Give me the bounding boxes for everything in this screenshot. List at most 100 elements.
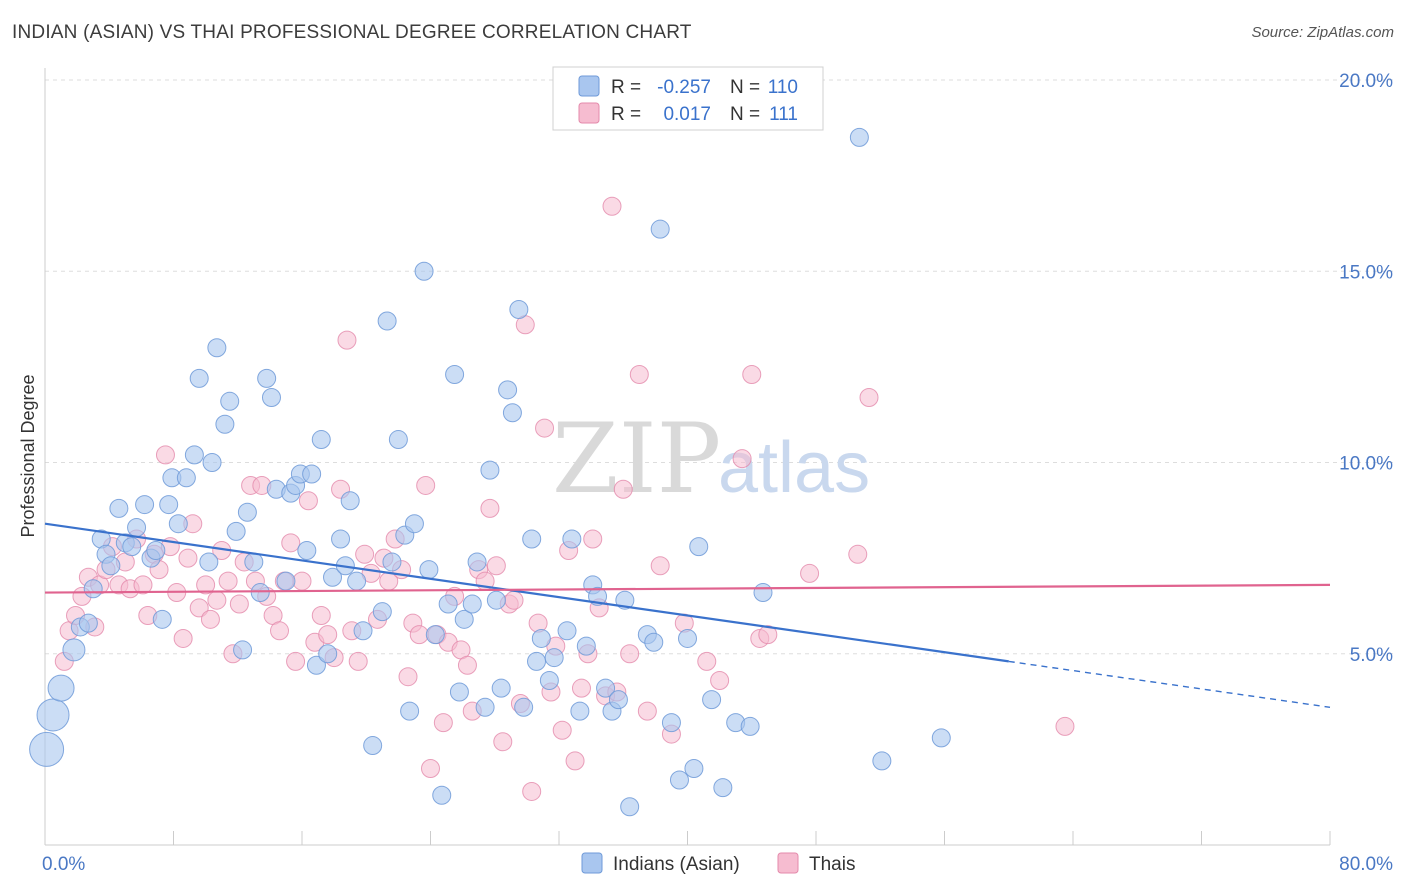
indians-point bbox=[414, 261, 434, 281]
indians-point bbox=[689, 537, 709, 557]
indians-point bbox=[462, 594, 482, 614]
thais-point bbox=[486, 556, 506, 576]
thais-point bbox=[583, 529, 603, 549]
thais-trend-line bbox=[44, 583, 1331, 594]
thais-point bbox=[173, 628, 193, 648]
indians-point bbox=[753, 583, 773, 603]
thais-point bbox=[493, 732, 513, 752]
indians-point bbox=[331, 529, 351, 549]
thais-point bbox=[270, 621, 290, 641]
thais-point bbox=[311, 606, 331, 625]
indians-point bbox=[480, 460, 500, 480]
indians-point bbox=[467, 552, 487, 572]
indians-points bbox=[29, 127, 951, 817]
legend-swatch-indians bbox=[578, 75, 600, 97]
indians-point bbox=[404, 514, 424, 534]
thais-point bbox=[196, 575, 216, 595]
thais-point bbox=[229, 594, 249, 614]
thais-point bbox=[421, 759, 440, 778]
thais-point bbox=[504, 590, 524, 610]
indians-point bbox=[531, 628, 551, 648]
indians-point bbox=[684, 759, 704, 778]
indians-point bbox=[570, 701, 590, 721]
indians-point bbox=[678, 628, 697, 648]
indians-point bbox=[713, 778, 733, 798]
indians-point bbox=[544, 648, 564, 668]
thais-point bbox=[292, 571, 312, 591]
thais-point bbox=[1055, 716, 1075, 736]
indians-point bbox=[502, 403, 522, 423]
thais-point bbox=[522, 781, 542, 801]
thais-point bbox=[528, 613, 548, 633]
indians-point bbox=[36, 698, 70, 732]
indians-point bbox=[491, 678, 511, 698]
y-tick-label: 10.0% bbox=[1339, 454, 1393, 475]
legend-n-label-2: N = bbox=[730, 104, 760, 125]
thais-point bbox=[848, 544, 868, 564]
indians-point bbox=[449, 682, 469, 702]
legend-n-value-1: 110 bbox=[768, 77, 798, 98]
legend-bottom-swatch-thais bbox=[777, 852, 799, 874]
indians-point bbox=[311, 430, 331, 450]
thais-point bbox=[155, 445, 175, 465]
legend-r-value-1: -0.257 bbox=[657, 77, 711, 98]
thais-point bbox=[189, 598, 209, 618]
thais-point bbox=[552, 720, 572, 740]
indians-point bbox=[237, 502, 257, 522]
thais-point bbox=[565, 751, 585, 771]
thais-point bbox=[800, 563, 820, 583]
indians-point bbox=[661, 713, 681, 733]
thais-point bbox=[571, 678, 591, 698]
indians-point bbox=[250, 583, 270, 603]
indians-point bbox=[557, 621, 577, 641]
indians-point bbox=[620, 797, 640, 817]
thais-point bbox=[416, 475, 436, 495]
legend-bottom-label-thais: Thais bbox=[809, 854, 855, 875]
thais-point bbox=[298, 491, 318, 511]
indians-point bbox=[220, 391, 240, 411]
thais-point bbox=[710, 671, 730, 691]
legend-r-label-2: R = bbox=[611, 104, 641, 125]
indians-point bbox=[47, 674, 75, 702]
indians-point bbox=[62, 638, 86, 662]
thais-point bbox=[535, 418, 555, 438]
indians-point bbox=[78, 613, 98, 633]
indians-point bbox=[199, 552, 219, 572]
indians-point bbox=[306, 655, 326, 675]
thais-point bbox=[348, 651, 368, 671]
thais-point bbox=[732, 449, 752, 469]
indians-point bbox=[849, 127, 869, 147]
indians-point bbox=[207, 338, 227, 358]
thais-point bbox=[409, 625, 429, 645]
indians-point bbox=[302, 464, 322, 484]
legend-r-value-2: 0.017 bbox=[663, 104, 711, 125]
indians-point bbox=[425, 625, 445, 645]
y-tick-labels: 5.0% 10.0% 15.0% 20.0% bbox=[1339, 71, 1393, 666]
indians-point bbox=[244, 552, 264, 572]
legend-r-label-1: R = bbox=[611, 77, 641, 98]
indians-point bbox=[615, 590, 635, 610]
indians-point bbox=[176, 468, 196, 488]
indians-trend-line bbox=[44, 522, 1009, 663]
indians-point bbox=[152, 609, 172, 629]
indians-point bbox=[215, 414, 235, 434]
thais-point bbox=[318, 625, 338, 645]
indians-point bbox=[372, 602, 392, 622]
thais-point bbox=[286, 651, 306, 671]
indians-point bbox=[576, 636, 596, 656]
indians-point bbox=[109, 498, 129, 518]
indians-point bbox=[363, 736, 383, 756]
thais-point bbox=[457, 655, 477, 675]
indians-point bbox=[740, 716, 760, 736]
indians-point bbox=[562, 529, 582, 549]
y-tick-label: 5.0% bbox=[1350, 645, 1393, 666]
indians-point bbox=[29, 731, 65, 767]
indians-point bbox=[388, 430, 408, 450]
indians-point bbox=[340, 491, 360, 511]
indians-point bbox=[189, 368, 209, 388]
legend-stats: R = -0.257 N = 110 R = 0.017 N = 111 bbox=[552, 66, 824, 131]
indians-trend-extension bbox=[1008, 660, 1331, 708]
thais-point bbox=[218, 571, 238, 591]
legend-swatch-thais bbox=[578, 102, 600, 124]
indians-point bbox=[323, 567, 343, 587]
